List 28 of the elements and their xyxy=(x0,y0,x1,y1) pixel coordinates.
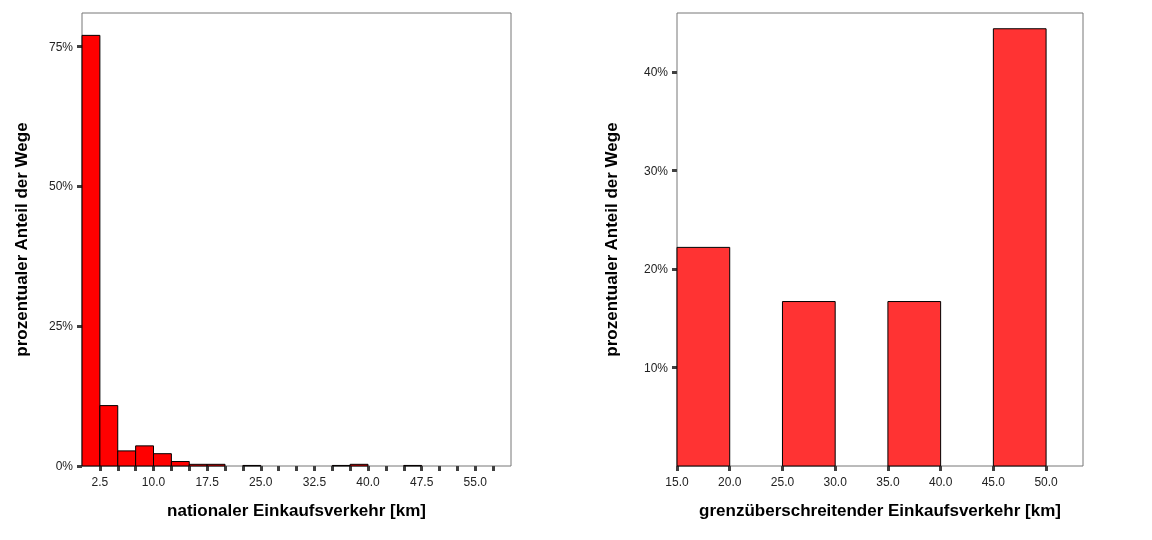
x-tick-label: 55.0 xyxy=(463,475,488,489)
y-tick-label: 10% xyxy=(643,360,669,375)
x-tick-label: 30.0 xyxy=(823,475,848,489)
x-tick-label: 40.0 xyxy=(928,475,953,489)
x-tick-label: 15.0 xyxy=(665,475,689,489)
x-tick-label: 47.5 xyxy=(409,475,434,489)
x-tick-label: 25.0 xyxy=(249,475,273,489)
x-tick-label: 25.0 xyxy=(770,475,795,489)
x-tick-label: 20.0 xyxy=(718,475,742,489)
x-tick-label: 32.5 xyxy=(302,475,327,489)
x-tick-label: 35.0 xyxy=(876,475,900,489)
y-axis-title: prozentualer Anteil der Wege xyxy=(602,122,621,357)
y-axis-title: prozentualer Anteil der Wege xyxy=(12,122,31,357)
x-tick-label: 17.5 xyxy=(195,475,220,489)
x-tick-label: 50.0 xyxy=(1034,475,1059,489)
y-tick-label: 40% xyxy=(643,65,669,80)
y-tick-label: 30% xyxy=(643,163,669,178)
x-tick-label: 2.5 xyxy=(91,475,109,489)
y-tick-label: 50% xyxy=(48,179,74,194)
x-axis-title: nationaler Einkaufsverkehr [km] xyxy=(167,501,426,520)
y-tick-label: 0% xyxy=(55,459,74,473)
y-tick-label: 25% xyxy=(48,319,74,334)
x-tick-label: 40.0 xyxy=(356,475,380,489)
x-tick-label: 10.0 xyxy=(141,475,166,489)
y-tick-label: 20% xyxy=(643,262,669,277)
x-tick-label: 45.0 xyxy=(981,475,1006,489)
y-tick-label: 75% xyxy=(48,39,74,54)
x-axis-title: grenzüberschreitender Einkaufsverkehr [km] xyxy=(699,501,1061,520)
